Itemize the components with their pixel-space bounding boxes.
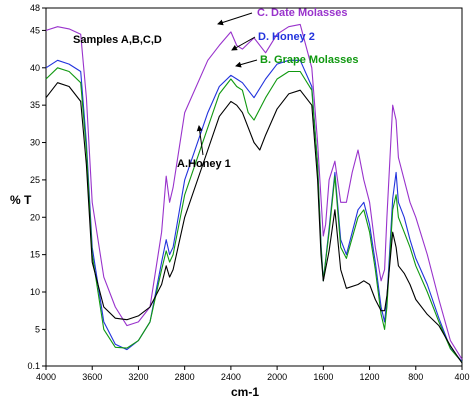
- y-axis-label: % T: [10, 193, 32, 207]
- x-tick-label: 1600: [313, 372, 333, 382]
- arrow-honey-2: [231, 36, 256, 51]
- x-tick-label: 2400: [221, 372, 241, 382]
- y-axis: 0.1 5 10 15 20 25 30 35 40 45 48: [27, 3, 46, 371]
- x-axis-label: cm-1: [231, 385, 259, 399]
- y-tick-label: 10: [30, 287, 40, 297]
- x-tick-label: 2800: [175, 372, 195, 382]
- plot-area: [45, 7, 463, 367]
- arrow-date-molasses: [217, 12, 253, 26]
- series-line-1: [45, 59, 463, 362]
- y-tick-label: 0.1: [27, 361, 40, 371]
- plot-border: [45, 7, 463, 367]
- x-tick-label: 2000: [267, 372, 287, 382]
- y-tick-label: 45: [30, 25, 40, 35]
- annotation-date-molasses: C. Date Molasses: [257, 7, 347, 19]
- y-tick-label: 25: [30, 175, 40, 185]
- series-line-0: [45, 23, 463, 360]
- y-tick-label: 48: [30, 3, 40, 13]
- series-line-3: [45, 82, 463, 364]
- x-tick-label: 4000: [36, 372, 56, 382]
- x-tick-label: 800: [408, 372, 423, 382]
- series-line-2: [45, 67, 463, 363]
- y-tick-label: 20: [30, 212, 40, 222]
- annotation-honey-1: A.Honey 1: [177, 158, 231, 170]
- x-tick-label: 1200: [360, 372, 380, 382]
- y-tick-label: 15: [30, 250, 40, 260]
- y-tick-label: 30: [30, 138, 40, 148]
- y-tick-label: 35: [30, 100, 40, 110]
- x-tick-label: 3200: [128, 372, 148, 382]
- y-tick-label: 5: [35, 324, 40, 334]
- x-axis: 4000 3600 3200 2800 2400 2000 1600 1200 800 400: [36, 366, 470, 382]
- x-tick-label: 3600: [82, 372, 102, 382]
- annotation-grape-molasses: B. Grape Molasses: [260, 54, 358, 66]
- arrow-honey-1: [196, 125, 204, 156]
- arrow-grape-molasses: [235, 59, 258, 68]
- x-tick-label: 400: [454, 372, 469, 382]
- annotations: Samples A,B,C,D C. Date Molasses D. Hone…: [73, 7, 358, 170]
- series-layer: [45, 23, 463, 364]
- annotation-samples: Samples A,B,C,D: [73, 34, 162, 46]
- y-tick-label: 40: [30, 63, 40, 73]
- annotation-honey-2: D. Honey 2: [258, 31, 315, 43]
